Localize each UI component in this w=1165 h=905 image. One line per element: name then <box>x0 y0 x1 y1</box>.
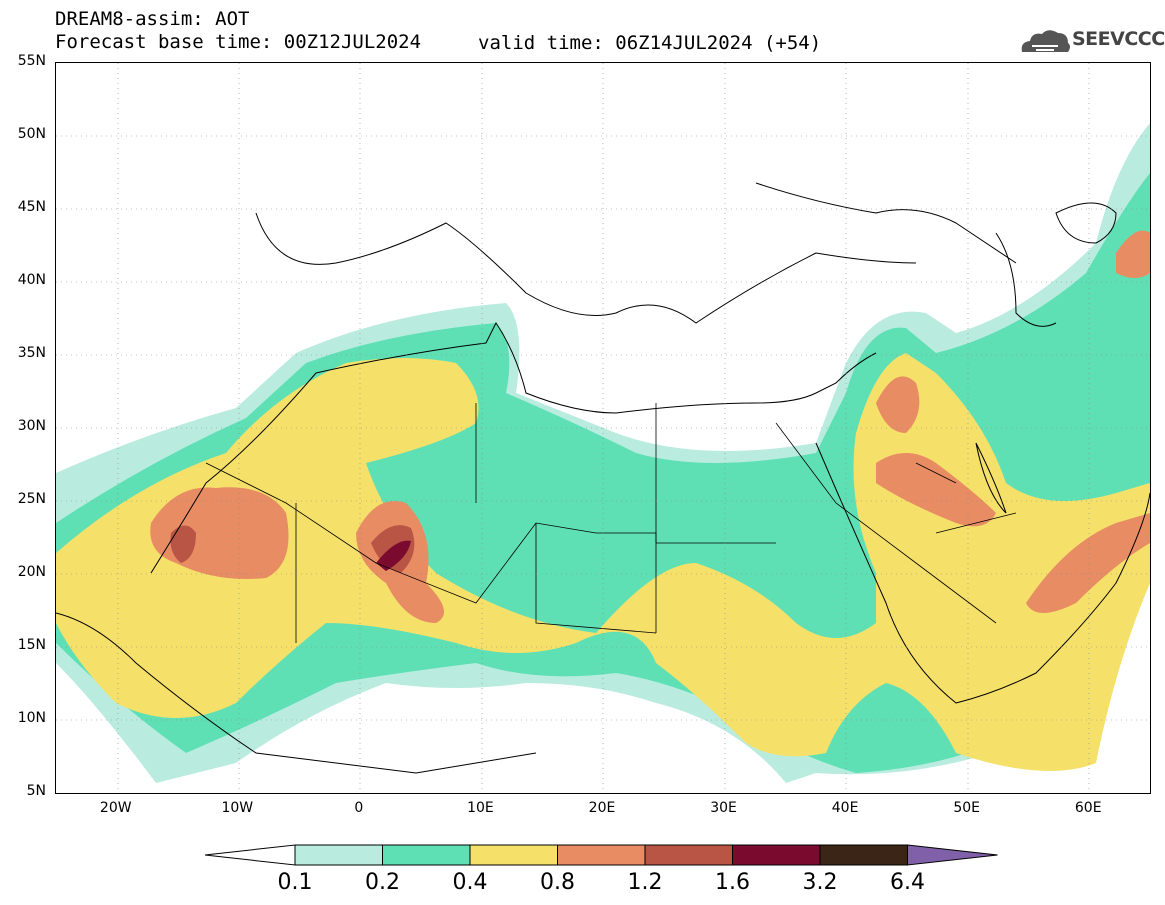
forecast-base-time: Forecast base time: 00Z12JUL2024 <box>55 31 422 53</box>
lon-label: 50E <box>953 800 980 816</box>
colorbar-label: 0.8 <box>540 870 575 895</box>
borders <box>205 403 1017 643</box>
aot-band-0-8 <box>1026 513 1150 613</box>
lon-label: 10E <box>467 800 494 816</box>
lon-label: 20W <box>99 800 132 816</box>
aot-band-1-6 <box>376 540 411 571</box>
colorbar-segment <box>557 844 646 866</box>
aot-map <box>56 63 1150 793</box>
colorbar-segment <box>294 844 383 866</box>
lat-label: 45N <box>17 199 46 215</box>
colorbar-segment <box>907 844 998 866</box>
lon-label: 30E <box>710 800 737 816</box>
lon-label: 40E <box>831 800 859 816</box>
lon-label: 60E <box>1074 800 1102 816</box>
colorbar-segment <box>382 844 471 866</box>
colorbar-label: 1.6 <box>715 870 750 895</box>
colorbar-segment <box>732 844 821 866</box>
lat-label: 5N <box>26 783 46 799</box>
colorbar-label: 0.4 <box>452 870 488 895</box>
lat-label: 15N <box>17 637 46 653</box>
colorbar-segment <box>644 844 733 866</box>
colorbar-label: 0.1 <box>277 870 313 895</box>
coastlines <box>56 182 1150 774</box>
colorbar-label: 6.4 <box>890 870 925 895</box>
colorbar <box>205 844 998 866</box>
aot-band-0-8 <box>876 376 920 433</box>
graticule <box>56 63 1150 793</box>
lon-label: 10W <box>221 800 254 816</box>
logo-text: SEEVCCC <box>1072 28 1165 50</box>
lat-label: 25N <box>17 491 46 507</box>
map-area <box>55 62 1151 794</box>
lat-label: 35N <box>17 345 46 361</box>
lon-label: 20E <box>588 800 616 816</box>
lat-label: 20N <box>17 564 46 580</box>
aot-band-1-2 <box>170 525 196 563</box>
valid-time: valid time: 06Z14JUL2024 (+54) <box>478 32 822 54</box>
lat-label: 30N <box>17 418 46 434</box>
colorbar-label: 1.2 <box>627 870 663 895</box>
aot-band-0-8 <box>1116 230 1150 278</box>
map-title: DREAM8-assim: AOT <box>55 8 250 30</box>
colorbar-segment <box>469 844 558 866</box>
lon-label: 0 <box>354 800 364 816</box>
aot-band-0-8 <box>876 453 996 527</box>
lat-label: 50N <box>17 126 46 142</box>
colorbar-label: 0.2 <box>365 870 400 895</box>
aot-band-0-4 <box>56 353 1150 771</box>
colorbar-segment <box>205 844 296 866</box>
lat-label: 40N <box>17 272 46 288</box>
lat-label: 10N <box>17 710 46 726</box>
lat-label: 55N <box>17 53 46 69</box>
colorbar-label: 3.2 <box>802 870 838 895</box>
cloud-logo-icon <box>1021 30 1070 52</box>
colorbar-segment <box>819 844 908 866</box>
